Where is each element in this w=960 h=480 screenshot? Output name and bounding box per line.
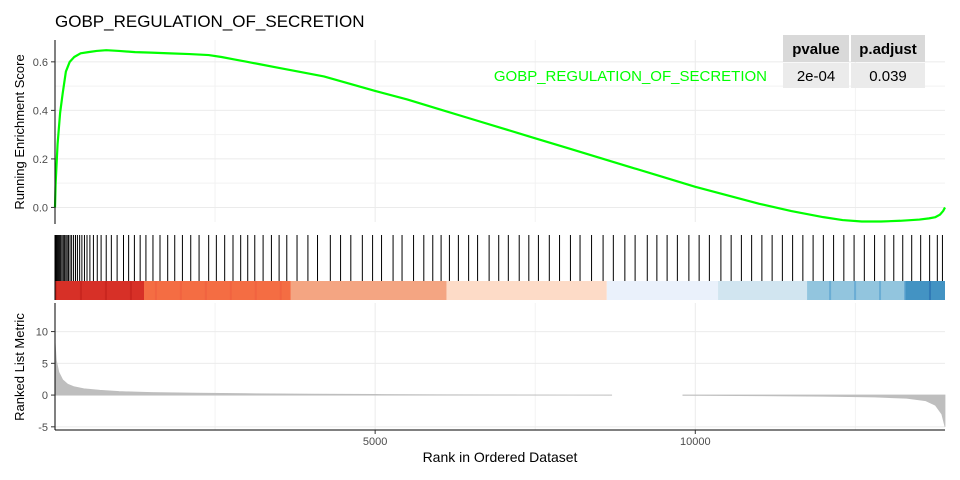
metric-y-tick-label: 0 — [42, 390, 48, 402]
es-y-tick-label: 0.6 — [33, 57, 48, 69]
table-cell-pvalue-bg — [783, 63, 849, 88]
chart-title: GOBP_REGULATION_OF_SECRETION — [55, 12, 365, 31]
enrichment-score-curve — [53, 49, 946, 223]
table-header-cell-padjust-bg — [851, 35, 925, 62]
x-axis-label: Rank in Ordered Dataset — [423, 449, 578, 465]
metric-zero-gap — [612, 393, 683, 398]
heat-texture-stripe — [928, 281, 931, 300]
heat-texture-stripe — [204, 281, 207, 300]
heat-texture-stripe — [879, 281, 882, 300]
axes — [51, 40, 945, 434]
enrichment-score-line — [53, 49, 946, 223]
heat-texture-stripe — [254, 281, 257, 300]
table-header-cell-pvalue-bg — [783, 35, 849, 62]
heat-texture-stripe — [79, 281, 82, 300]
heat-segment — [718, 281, 808, 300]
gene-set-legend-label: GOBP_REGULATION_OF_SECRETION — [494, 68, 767, 85]
heat-texture-stripe — [104, 281, 107, 300]
grid-layer — [55, 40, 945, 430]
metric-y-tick-label: 10 — [36, 327, 48, 339]
table-cell-padjust-bg — [851, 63, 925, 88]
table-header-padjust: p.adjust — [859, 41, 917, 58]
metric-y-axis-label: Ranked List Metric — [12, 313, 27, 421]
metric-y-tick-label: 5 — [42, 358, 48, 370]
heat-texture-stripe — [154, 281, 157, 300]
heat-segment — [55, 281, 144, 300]
es-y-tick-label: 0.0 — [33, 202, 48, 214]
heat-texture-stripe — [129, 281, 132, 300]
heat-texture-stripe — [179, 281, 182, 300]
enrichment-y-axis-label: Running Enrichment Score — [12, 54, 27, 209]
table-header-pvalue: pvalue — [792, 41, 840, 58]
heat-segment — [606, 281, 719, 300]
ranked-metric-area — [54, 341, 946, 427]
heat-texture-stripe — [829, 281, 832, 300]
heat-segment — [144, 281, 291, 300]
metric-y-tick-label: -5 — [38, 422, 48, 434]
heat-segment — [904, 281, 945, 300]
x-tick-label: 10000 — [680, 436, 711, 448]
heat-texture-stripe — [55, 281, 57, 300]
ranked-metric-fill — [54, 341, 946, 427]
table-value-padjust: 0.039 — [869, 68, 907, 85]
heat-segment — [290, 281, 447, 300]
heat-texture-stripe — [854, 281, 857, 300]
heat-texture-stripe — [904, 281, 907, 300]
tick-labels: 0.0 0.2 0.4 0.6 -5 0 5 10 5000 10000 — [33, 57, 711, 448]
table-value-pvalue: 2e-04 — [797, 68, 835, 85]
heat-texture-stripe — [279, 281, 282, 300]
heat-texture-stripe — [229, 281, 232, 300]
x-tick-label: 5000 — [363, 436, 387, 448]
heat-segment — [446, 281, 607, 300]
stats-table: pvalue p.adjust 2e-04 0.039 — [783, 35, 925, 88]
es-y-tick-label: 0.2 — [33, 154, 48, 166]
es-y-tick-label: 0.4 — [33, 105, 48, 117]
gene-hit-barcode — [54, 235, 943, 281]
rank-heatmap-strip — [55, 281, 945, 300]
